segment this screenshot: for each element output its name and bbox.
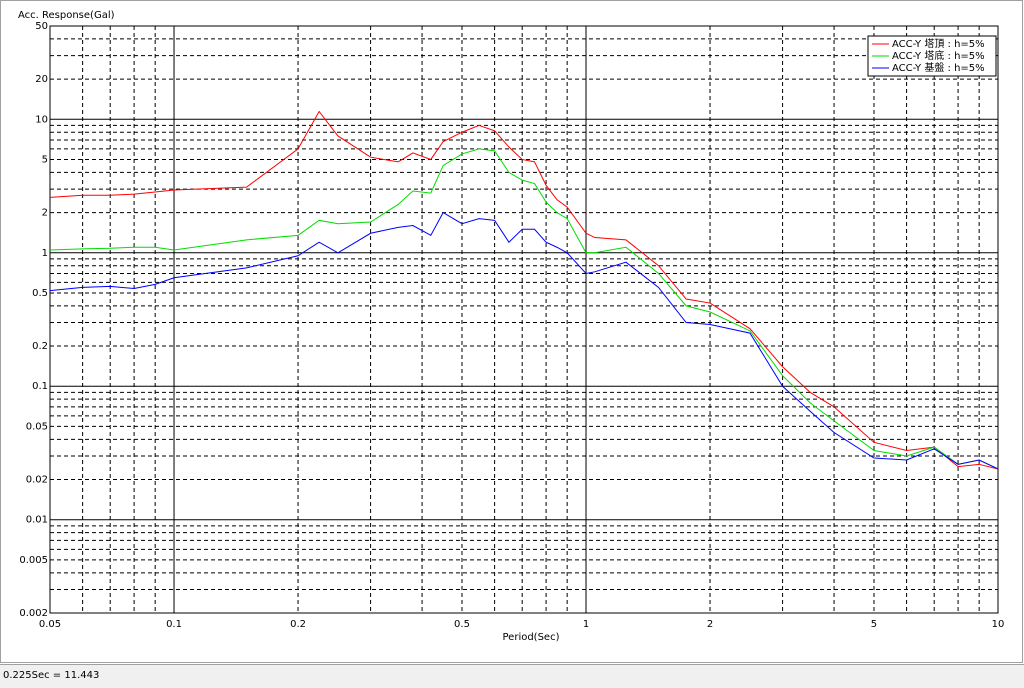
series-line <box>49 110 999 470</box>
legend-label: ACC-Y 塔底 : h=5% <box>892 49 985 62</box>
plot-area <box>49 25 999 614</box>
y-tick-label: 20 <box>35 74 48 85</box>
legend-label: ACC-Y 基盤 : h=5% <box>892 61 985 74</box>
y-tick-label: 5 <box>42 154 48 165</box>
y-tick-label: 1 <box>42 248 48 259</box>
x-tick-label: 2 <box>707 619 713 630</box>
chart: Acc. Response(Gal) Period(Sec) 0.002 0.00… <box>0 0 1023 663</box>
x-tick-label: 10 <box>992 619 1005 630</box>
x-tick-label: 0.1 <box>166 619 182 630</box>
y-tick-label: 0.005 <box>19 555 48 566</box>
y-tick-label: 50 <box>35 21 48 32</box>
series-line <box>49 148 999 470</box>
series-line <box>49 211 999 470</box>
x-tick-label: 0.5 <box>454 619 470 630</box>
status-bar: 0.225Sec = 11.443 <box>0 664 1024 688</box>
y-tick-label: 0.2 <box>32 341 48 352</box>
x-tick-label: 5 <box>871 619 877 630</box>
y-tick-label: 0.1 <box>32 381 48 392</box>
y-tick-label: 2 <box>42 208 48 219</box>
legend-box <box>867 35 997 77</box>
y-tick-label: 0.02 <box>26 475 48 486</box>
y-tick-label: 10 <box>35 114 48 125</box>
x-tick-label: 1 <box>583 619 589 630</box>
x-axis-label: Period(Sec) <box>503 632 560 643</box>
x-tick-label: 0.2 <box>290 619 306 630</box>
y-tick-label: 0.002 <box>19 608 48 619</box>
y-axis-label: Acc. Response(Gal) <box>18 10 115 21</box>
x-tick-label: 0.05 <box>39 619 61 630</box>
y-tick-label: 0.01 <box>26 515 48 526</box>
y-tick-label: 0.5 <box>32 288 48 299</box>
legend-label: ACC-Y 塔頂 : h=5% <box>892 37 985 50</box>
y-tick-label: 0.05 <box>26 421 48 432</box>
